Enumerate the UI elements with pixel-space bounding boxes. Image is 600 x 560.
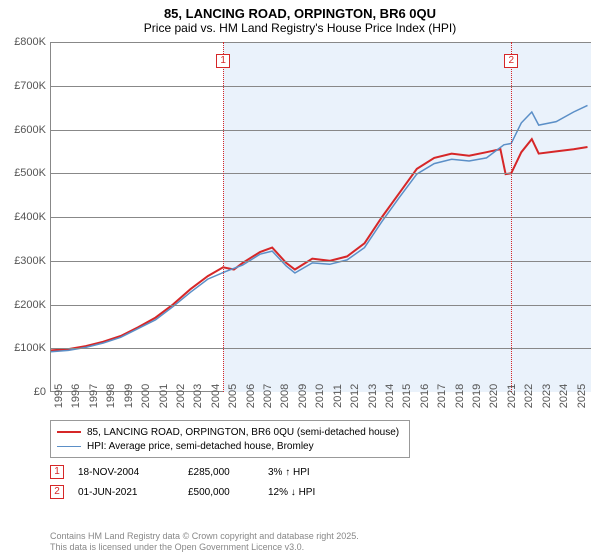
x-axis-label: 2006 (245, 384, 257, 408)
x-axis-label: 2014 (384, 384, 396, 408)
x-axis-label: 2008 (279, 384, 291, 408)
x-axis-label: 2012 (349, 384, 361, 408)
x-axis-label: 2003 (192, 384, 204, 408)
x-axis-label: 2025 (576, 384, 588, 408)
grid-line (51, 42, 591, 43)
x-axis-label: 2001 (158, 384, 170, 408)
grid-line (51, 305, 591, 306)
grid-line (51, 86, 591, 87)
marker-line (223, 42, 224, 392)
x-axis-label: 2015 (401, 384, 413, 408)
x-axis-label: 2007 (262, 384, 274, 408)
x-axis-label: 2022 (523, 384, 535, 408)
y-axis-label: £200K (14, 299, 46, 311)
x-axis-label: 2004 (210, 384, 222, 408)
annotation-marker-box: 2 (50, 485, 64, 499)
grid-line (51, 130, 591, 131)
y-axis-label: £700K (14, 80, 46, 92)
chart-area: 12 £0£100K£200K£300K£400K£500K£600K£700K… (50, 42, 590, 392)
x-axis-label: 2019 (471, 384, 483, 408)
grid-line (51, 348, 591, 349)
x-axis-label: 1997 (88, 384, 100, 408)
grid-line (51, 173, 591, 174)
y-axis-label: £600K (14, 124, 46, 136)
x-axis-label: 1995 (53, 384, 65, 408)
annotation-date: 18-NOV-2004 (78, 467, 188, 478)
y-axis-label: £800K (14, 36, 46, 48)
x-axis-label: 2024 (558, 384, 570, 408)
grid-line (51, 217, 591, 218)
x-axis-label: 1996 (70, 384, 82, 408)
legend-label: 85, LANCING ROAD, ORPINGTON, BR6 0QU (se… (87, 427, 399, 438)
annotation-date: 01-JUN-2021 (78, 487, 188, 498)
x-axis-label: 2017 (436, 384, 448, 408)
x-axis-label: 2011 (332, 384, 344, 408)
x-axis-label: 1999 (123, 384, 135, 408)
x-axis-label: 2021 (506, 384, 518, 408)
legend-box: 85, LANCING ROAD, ORPINGTON, BR6 0QU (se… (50, 420, 410, 458)
marker-line (511, 42, 512, 392)
y-axis-label: £400K (14, 211, 46, 223)
x-axis-label: 2016 (419, 384, 431, 408)
annotation-pct: 12% ↓ HPI (268, 487, 368, 498)
x-axis-label: 2002 (175, 384, 187, 408)
chart-title: 85, LANCING ROAD, ORPINGTON, BR6 0QU (0, 0, 600, 21)
legend-swatch (57, 431, 81, 433)
y-axis-label: £100K (14, 342, 46, 354)
annotation-pct: 3% ↑ HPI (268, 467, 368, 478)
x-axis-label: 2013 (367, 384, 379, 408)
plot-region: 12 (50, 42, 590, 392)
annotation-price: £500,000 (188, 487, 268, 498)
x-axis-label: 2000 (140, 384, 152, 408)
x-axis-label: 2023 (541, 384, 553, 408)
annotation-row: 2 01-JUN-2021£500,00012% ↓ HPI (50, 482, 368, 502)
annotation-row: 1 18-NOV-2004£285,0003% ↑ HPI (50, 462, 368, 482)
chart-subtitle: Price paid vs. HM Land Registry's House … (0, 21, 600, 39)
series-line-price_paid (51, 139, 588, 350)
series-line-hpi (51, 105, 588, 351)
x-axis-label: 2020 (488, 384, 500, 408)
legend-swatch (57, 446, 81, 447)
marker-box: 2 (504, 54, 518, 68)
legend-item: 85, LANCING ROAD, ORPINGTON, BR6 0QU (se… (57, 425, 403, 439)
chart-container: 85, LANCING ROAD, ORPINGTON, BR6 0QU Pri… (0, 0, 600, 560)
marker-box: 1 (216, 54, 230, 68)
x-axis-label: 2018 (454, 384, 466, 408)
x-axis-label: 2005 (227, 384, 239, 408)
x-axis-label: 1998 (105, 384, 117, 408)
y-axis-label: £300K (14, 255, 46, 267)
legend-label: HPI: Average price, semi-detached house,… (87, 441, 314, 452)
footer-line1: Contains HM Land Registry data © Crown c… (50, 531, 359, 543)
x-axis-label: 2010 (314, 384, 326, 408)
y-axis-label: £500K (14, 167, 46, 179)
annotations-block: 1 18-NOV-2004£285,0003% ↑ HPI 2 01-JUN-2021… (50, 462, 368, 502)
annotation-price: £285,000 (188, 467, 268, 478)
grid-line (51, 261, 591, 262)
x-axis-label: 2009 (297, 384, 309, 408)
legend-item: HPI: Average price, semi-detached house,… (57, 439, 403, 453)
footer-text: Contains HM Land Registry data © Crown c… (50, 531, 359, 554)
annotation-marker-box: 1 (50, 465, 64, 479)
y-axis-label: £0 (34, 386, 46, 398)
footer-line2: This data is licensed under the Open Gov… (50, 542, 359, 554)
